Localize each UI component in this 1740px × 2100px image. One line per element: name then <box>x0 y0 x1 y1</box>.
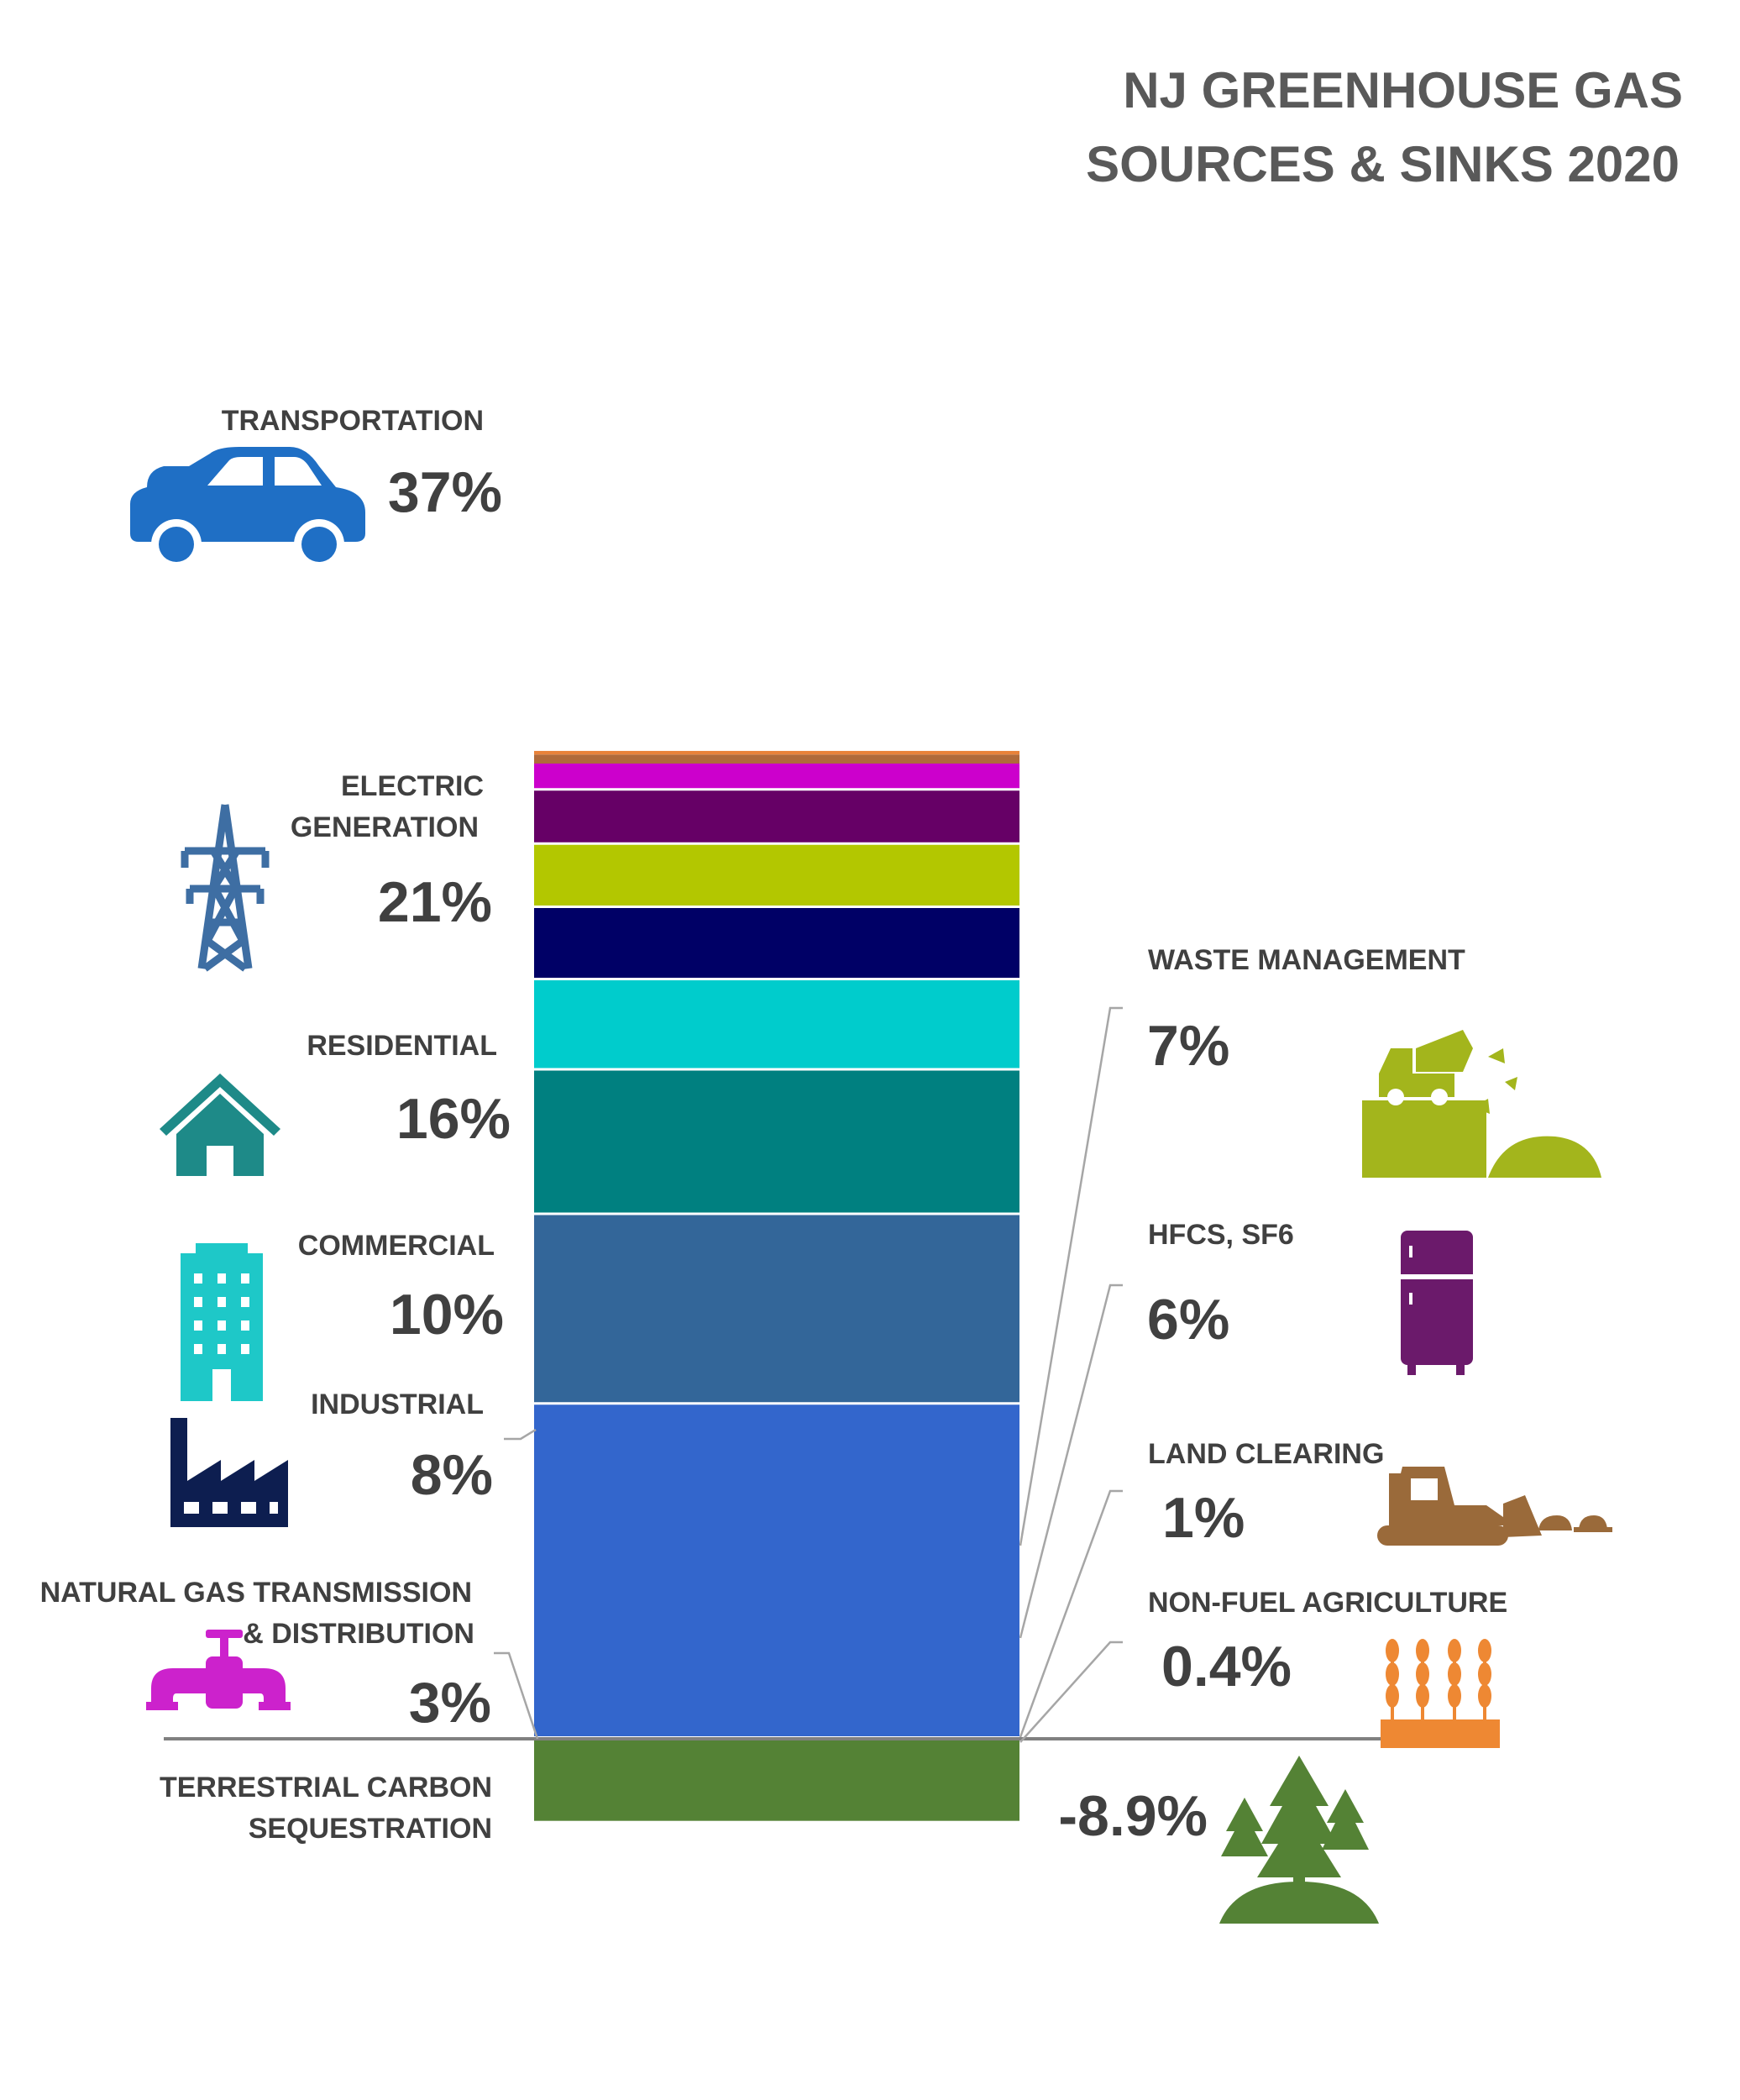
label-sequestration-line-1: TERRESTRIAL CARBON <box>160 1772 492 1803</box>
chart-title-line-2: SOURCES & SINKS 2020 <box>1086 136 1680 192</box>
refrigerator-icon <box>1401 1231 1473 1375</box>
bar-segment-hfcs <box>534 790 1019 843</box>
value-agri: 0.4% <box>1161 1635 1292 1698</box>
value-transportation: 37% <box>388 460 502 524</box>
label-natgas-line-1: NATURAL GAS TRANSMISSION <box>40 1577 472 1609</box>
label-industrial: INDUSTRIAL <box>311 1389 484 1420</box>
category-labels: TRANSPORTATION ELECTRIC GENERATION RESID… <box>40 405 1508 1845</box>
bar-segment-residential <box>534 1070 1019 1213</box>
chart-title-line-1: NJ GREENHOUSE GAS <box>1123 62 1683 118</box>
leader-line-industrial <box>504 1428 537 1441</box>
wheat-icon <box>1381 1639 1500 1748</box>
bar-segment-waste <box>534 844 1019 906</box>
label-sequestration-line-2: SEQUESTRATION <box>249 1813 492 1845</box>
leader-line-natgas <box>494 1651 539 1740</box>
value-commercial: 10% <box>390 1283 504 1347</box>
value-land: 1% <box>1162 1486 1245 1550</box>
dump-truck-icon <box>1362 1030 1601 1178</box>
value-industrial: 8% <box>411 1443 493 1507</box>
leader-line-agri <box>1019 1641 1123 1743</box>
label-residential: RESIDENTIAL <box>307 1030 497 1062</box>
car-icon <box>130 447 365 570</box>
leader-lines <box>494 1006 1123 1743</box>
pipe-valve-icon <box>146 1630 291 1710</box>
leader-line-land <box>1019 1489 1123 1738</box>
house-icon <box>160 1074 280 1176</box>
value-residential: 16% <box>396 1087 511 1151</box>
bar-segment-commercial <box>534 980 1019 1068</box>
leader-line-waste <box>1019 1006 1123 1546</box>
bar-segments <box>534 750 1019 1821</box>
bar-segment-land <box>534 754 1019 764</box>
label-electric-line-2: GENERATION <box>291 811 479 843</box>
chart-title: NJ GREENHOUSE GAS SOURCES & SINKS 2020 <box>1086 62 1683 192</box>
office-building-icon <box>181 1243 263 1401</box>
trees-icon <box>1219 1756 1379 1924</box>
bar-segment-sequestration <box>534 1740 1019 1821</box>
bar-segment-agri <box>534 750 1019 755</box>
value-sequestration: -8.9% <box>1058 1784 1208 1848</box>
transmission-tower-icon <box>181 804 270 972</box>
label-agri: NON-FUEL AGRICULTURE <box>1148 1587 1507 1619</box>
bar-segment-transportation <box>534 1404 1019 1736</box>
bar-segment-industrial <box>534 908 1019 978</box>
leader-line-hfcs <box>1019 1284 1123 1639</box>
label-land: LAND CLEARING <box>1148 1438 1384 1470</box>
bar-segment-electric <box>534 1215 1019 1403</box>
value-labels: 37% 21% 16% 10% 8% 7% 6% 3% 1% 0.4% -8.9… <box>378 460 1292 1848</box>
label-natgas-line-2: & DISTRIBUTION <box>243 1618 474 1650</box>
value-electric: 21% <box>378 870 492 934</box>
label-transportation: TRANSPORTATION <box>222 405 484 437</box>
bulldozer-icon <box>1377 1467 1612 1546</box>
label-hfcs: HFCS, SF6 <box>1148 1219 1294 1251</box>
factory-icon <box>170 1418 288 1527</box>
label-waste: WASTE MANAGEMENT <box>1148 944 1465 976</box>
bar-segment-natgas <box>534 764 1019 789</box>
value-waste: 7% <box>1147 1014 1229 1078</box>
value-hfcs: 6% <box>1147 1288 1229 1352</box>
label-electric-line-1: ELECTRIC <box>341 770 484 802</box>
label-commercial: COMMERCIAL <box>298 1230 495 1262</box>
value-natgas: 3% <box>409 1671 491 1735</box>
